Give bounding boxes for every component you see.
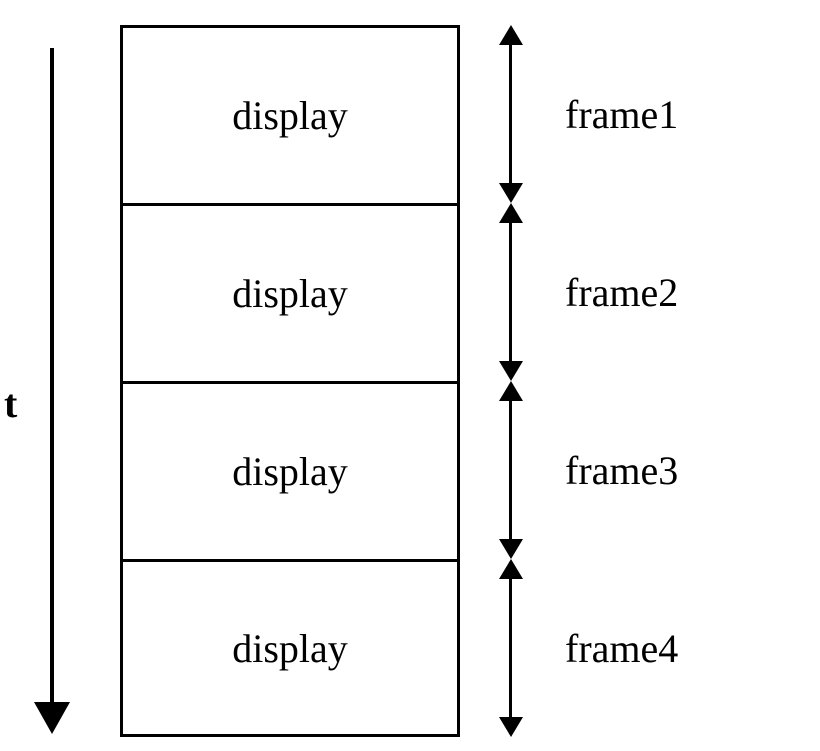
frame-row: frame2 xyxy=(490,203,820,381)
time-axis-label: t xyxy=(4,380,17,427)
bracket-arrow-down-icon xyxy=(499,717,523,737)
frame-bracket xyxy=(490,381,530,559)
display-box-text: display xyxy=(232,92,348,139)
bracket-arrow-up-icon xyxy=(499,381,523,401)
display-box-stack: display display display display xyxy=(120,25,460,737)
display-box-text: display xyxy=(232,625,348,672)
bracket-arrow-up-icon xyxy=(499,559,523,579)
time-arrow-head xyxy=(34,702,70,734)
display-box-text: display xyxy=(232,270,348,317)
frame-label: frame2 xyxy=(565,269,678,316)
display-box: display xyxy=(120,25,460,203)
frame-label: frame1 xyxy=(565,91,678,138)
bracket-arrow-up-icon xyxy=(499,203,523,223)
frame-bracket xyxy=(490,25,530,203)
frame-bracket xyxy=(490,203,530,381)
frame-label: frame4 xyxy=(565,625,678,672)
display-box-text: display xyxy=(232,448,348,495)
bracket-line xyxy=(509,577,512,719)
frame-row: frame3 xyxy=(490,381,820,559)
bracket-arrow-up-icon xyxy=(499,25,523,45)
frame-row: frame4 xyxy=(490,559,820,737)
bracket-arrow-down-icon xyxy=(499,183,523,203)
display-box: display xyxy=(120,559,460,737)
display-box: display xyxy=(120,203,460,381)
bracket-arrow-down-icon xyxy=(499,361,523,381)
frame-bracket xyxy=(490,559,530,737)
time-arrow-shaft xyxy=(50,48,54,706)
bracket-arrow-down-icon xyxy=(499,539,523,559)
frame-row: frame1 xyxy=(490,25,820,203)
frame-label: frame3 xyxy=(565,447,678,494)
diagram-container: t display display display display frame1 xyxy=(0,0,820,751)
frame-labels-column: frame1 frame2 frame3 frame4 xyxy=(490,25,820,737)
bracket-line xyxy=(509,221,512,363)
bracket-line xyxy=(509,399,512,541)
display-box: display xyxy=(120,381,460,559)
bracket-line xyxy=(509,43,512,185)
